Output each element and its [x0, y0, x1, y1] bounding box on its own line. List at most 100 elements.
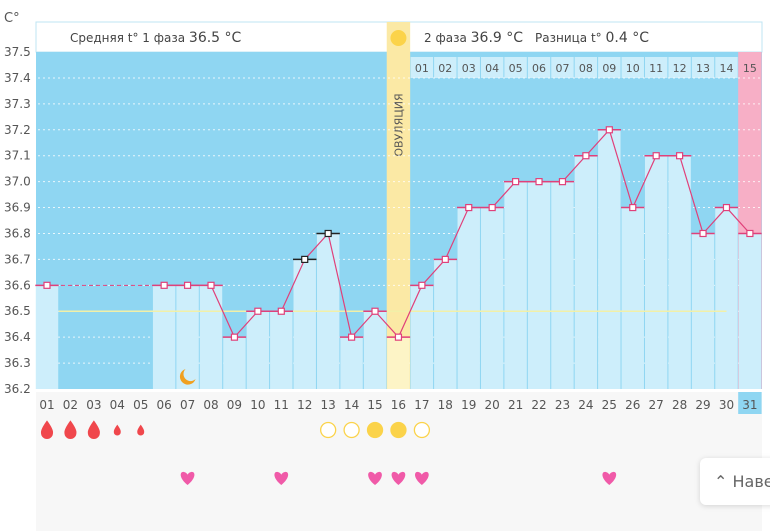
phase2-day-cell [574, 57, 598, 78]
temperature-bar [574, 155, 598, 389]
phase2-day-label: 09 [602, 62, 616, 75]
temperature-point [347, 333, 356, 341]
temperature-point [43, 281, 51, 289]
temperature-bar [434, 259, 457, 389]
temperature-point [324, 229, 332, 238]
day-label: 11 [274, 398, 289, 412]
day-label: 15 [367, 398, 382, 412]
y-tick-label: 36.6 [4, 278, 31, 292]
temperature-point [207, 281, 215, 289]
mucus-circle-icon [320, 421, 337, 439]
day-label: 05 [133, 398, 148, 412]
temperature-point [160, 281, 168, 289]
day-label: 06 [157, 398, 172, 412]
day-label: 30 [719, 398, 734, 412]
temperature-difference: Разница t° 0.4 °C [535, 30, 649, 46]
y-tick-label: 36.2 [4, 382, 31, 396]
phase2-day-label: 07 [555, 62, 569, 75]
phase2-day-cell [480, 57, 504, 78]
moon-icon [179, 369, 196, 385]
phase2-day-cell [410, 57, 434, 78]
phase2-day-label: 03 [462, 62, 476, 75]
y-axis-label: C° [4, 11, 20, 26]
temperature-point [558, 178, 567, 186]
temperature-point [394, 333, 403, 341]
day-label: 29 [695, 398, 710, 412]
phase2-day-cell [504, 57, 527, 78]
temperature-point [722, 203, 731, 212]
phase2-average: 2 фаза 36.9 °C [424, 30, 524, 46]
phase2-day-cell [434, 57, 457, 78]
y-tick-label: 37.1 [4, 149, 31, 163]
day-label: 21 [508, 398, 523, 412]
heart-icon [274, 471, 289, 485]
ovulation-label: ОВУЛЯЦИЯ [392, 93, 405, 156]
current-day-highlight [738, 392, 762, 414]
day-label: 22 [531, 398, 546, 412]
temperature-bar [35, 285, 59, 389]
temperature-point [254, 307, 262, 315]
y-tick-label: 37.4 [4, 71, 31, 85]
phase2-day-label: 10 [626, 62, 640, 75]
day-label: 20 [485, 398, 500, 412]
day-label: 08 [203, 398, 218, 412]
day-label: 26 [625, 398, 640, 412]
day-label: 03 [86, 398, 101, 412]
temperature-bar [293, 259, 316, 389]
temperature-point [746, 229, 754, 238]
y-tick-label: 37.3 [4, 97, 31, 111]
phase2-day-cell [527, 57, 551, 78]
y-tick-label: 37.5 [4, 45, 31, 59]
temperature-bar [457, 207, 480, 389]
temperature-bar [340, 337, 363, 389]
phase2-day-cell [598, 57, 621, 78]
mucus-circle-icon [343, 421, 360, 439]
temperature-point [629, 203, 637, 212]
y-tick-label: 36.7 [4, 252, 31, 266]
temperature-bar [176, 285, 199, 389]
phase2-day-label: 04 [485, 62, 499, 75]
blood-drop-icon [87, 420, 100, 440]
y-tick-label: 36.4 [4, 330, 31, 344]
temperature-bar [270, 311, 293, 389]
ovulation-sun-icon [390, 30, 407, 46]
y-tick-label: 37.2 [4, 123, 31, 137]
temperature-point [277, 307, 285, 315]
mucus-circle-icon [366, 421, 384, 439]
ovulation-column [386, 22, 411, 389]
temperature-point [301, 255, 309, 263]
y-tick-label: 36.8 [4, 226, 31, 240]
phase2-day-label: 08 [579, 62, 593, 75]
temperature-bar [223, 337, 246, 389]
y-tick-label: 36.3 [4, 356, 31, 370]
temperature-point [605, 126, 613, 134]
phase2-day-label: 11 [649, 62, 663, 75]
phase1-average: Средняя t° 1 фаза 36.5 °C [70, 30, 242, 46]
temperature-point [183, 281, 192, 289]
temperature-bar [668, 155, 691, 389]
temperature-point [441, 255, 449, 263]
blood-drop-icon [137, 424, 145, 436]
temperature-bar [152, 285, 176, 389]
phase2-day-cell [691, 57, 715, 78]
navigate-up-button[interactable]: ⌃ Наве [700, 458, 770, 505]
temperature-point [535, 178, 543, 186]
day-label: 16 [391, 398, 406, 412]
heart-icon [602, 471, 617, 485]
temperature-bar [644, 155, 668, 389]
day-label: 17 [414, 398, 429, 412]
temperature-bar [199, 285, 223, 389]
temperature-point [699, 229, 707, 238]
y-tick-label: 36.9 [4, 201, 31, 215]
day-label: 02 [63, 398, 78, 412]
phase2-day-label: 13 [696, 62, 710, 75]
phase2-day-label: 15 [743, 62, 757, 75]
temperature-point [230, 333, 239, 341]
day-label: 10 [250, 398, 265, 412]
day-label: 13 [321, 398, 336, 412]
day-label: 09 [227, 398, 242, 412]
heart-icon [180, 471, 195, 485]
temperature-point [676, 152, 684, 160]
phase2-day-cell [644, 57, 668, 78]
